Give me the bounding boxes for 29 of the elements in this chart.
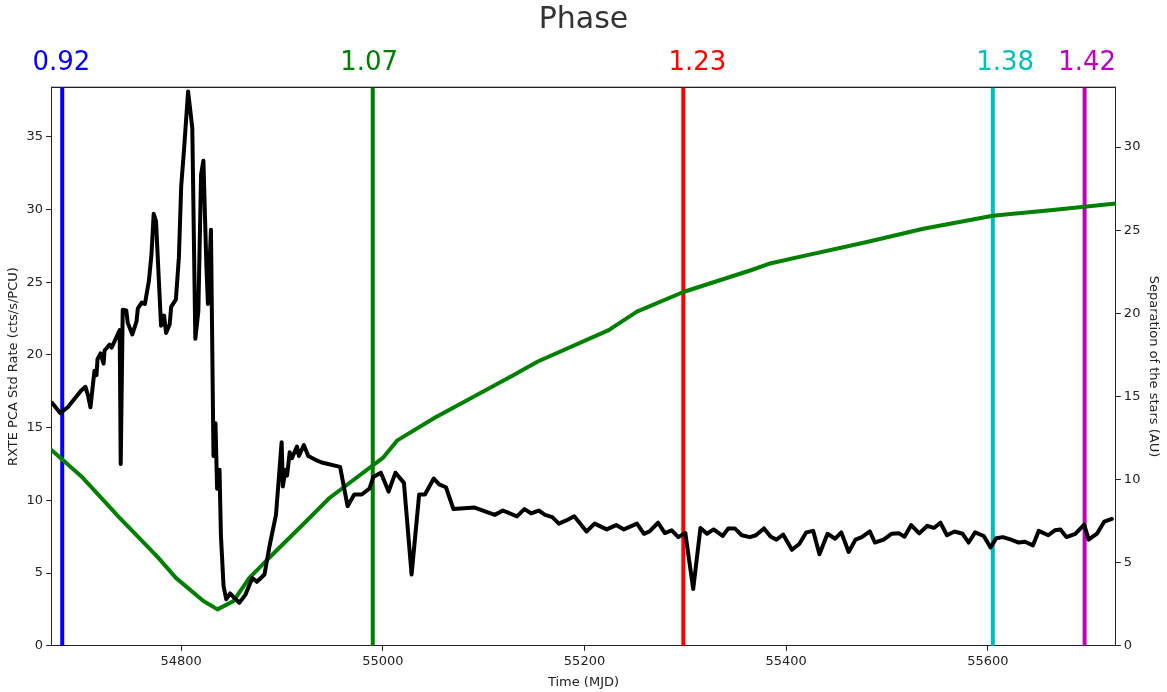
- y-axis-title: RXTE PCA Std Rate (cts/s/PCU): [5, 267, 21, 466]
- x-tick-label: 54800: [160, 652, 202, 668]
- x-tick-label: 55200: [563, 652, 606, 668]
- y-tick-label: 10: [26, 491, 44, 507]
- x-tick-label: 55000: [362, 652, 404, 668]
- y-tick-label: 30: [26, 200, 44, 216]
- y2-tick-label: 0: [1123, 637, 1133, 653]
- y-tick-label: 35: [26, 128, 44, 144]
- x2-tick-label: 0.92: [32, 46, 91, 77]
- x2-tick-label: 1.42: [1058, 46, 1117, 77]
- x-axis-title: Time (MJD): [546, 673, 620, 689]
- y2-tick-label: 10: [1123, 470, 1141, 486]
- y-tick-label: 15: [26, 418, 44, 434]
- y2-axis-title: Separation of the stars (AU): [1146, 275, 1162, 458]
- x2-tick-label: 1.38: [976, 46, 1035, 77]
- y2-tick-label: 25: [1123, 221, 1141, 237]
- y-tick-label: 25: [26, 273, 44, 289]
- y-tick-label: 20: [26, 346, 44, 362]
- y-tick-label: 0: [34, 637, 44, 653]
- x2-tick-label: 1.23: [668, 46, 727, 77]
- y2-tick-label: 30: [1123, 138, 1141, 154]
- x-tick-label: 55600: [967, 652, 1009, 668]
- y2-tick-label: 20: [1123, 304, 1141, 320]
- x2-tick-label: 1.07: [340, 46, 399, 77]
- y-tick-label: 5: [34, 564, 44, 580]
- x-tick-label: 55400: [765, 652, 807, 668]
- y2-tick-label: 5: [1123, 554, 1133, 570]
- y2-tick-label: 15: [1123, 387, 1141, 403]
- x2-axis-title: Phase: [538, 0, 629, 35]
